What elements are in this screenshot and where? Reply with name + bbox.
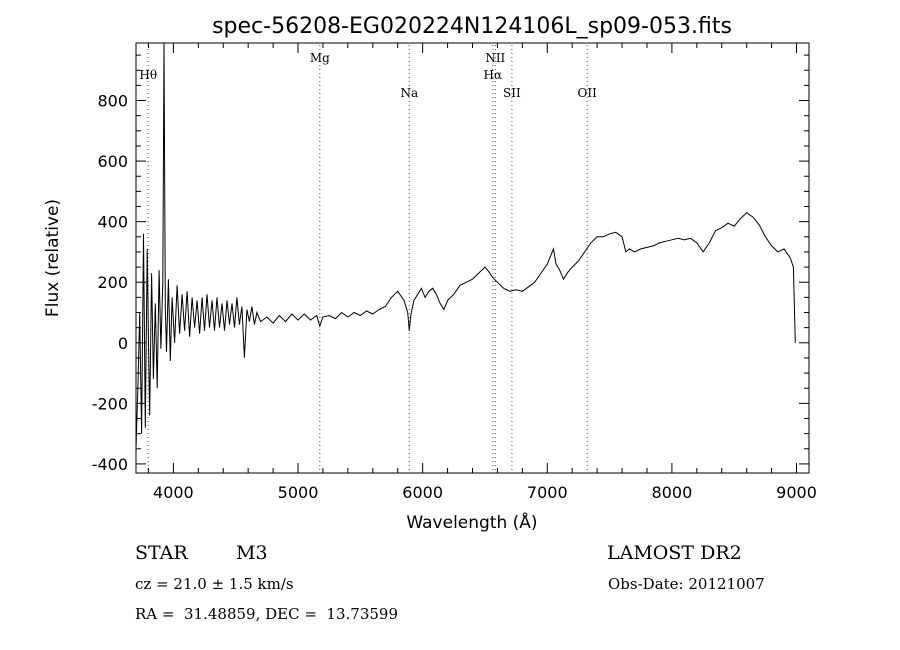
y-tick-label: 400 [97,213,128,232]
x-tick-label: 9000 [776,483,817,502]
x-tick-label: 4000 [153,483,194,502]
y-tick-label: 0 [118,334,128,353]
spectral-line-label: Mg [310,51,330,65]
y-tick-label: 600 [97,152,128,171]
x-tick-label: 8000 [652,483,693,502]
spectral-line-label: OII [577,86,597,100]
x-axis: 4000 5000 6000 7000 8000 9000 [147,43,817,502]
x-tick-label: 7000 [527,483,568,502]
spectral-line-label: NII [485,51,505,65]
spectral-line-label: SII [503,86,521,100]
object-type: STAR [135,542,188,564]
plot-frame [135,42,810,474]
spectral-line-label: Hα [484,68,503,82]
survey-name: LAMOST DR2 [607,542,742,564]
chart-title: spec-56208-EG020224N124106L_sp09-053.fit… [212,14,732,39]
y-tick-label: 200 [97,273,128,292]
x-tick-label: 5000 [278,483,319,502]
y-tick-label: 800 [97,92,128,111]
coordinates: RA = 31.48859, DEC = 13.73599 [135,605,399,623]
spectral-line-label: Hθ [139,68,157,82]
object-subclass: M3 [236,542,268,564]
y-tick-label: -200 [92,394,128,413]
y-axis-label: Flux (relative) [43,199,63,317]
observation-date: Obs-Date: 20121007 [608,575,765,593]
x-tick-label: 6000 [402,483,443,502]
y-tick-label: -400 [92,455,128,474]
spectrum-line [135,42,796,449]
redshift-cz: cz = 21.0 ± 1.5 km/s [135,575,294,593]
spectral-line-label: Na [400,86,418,100]
x-axis-label: Wavelength (Å) [406,511,537,533]
y-axis: -400 -200 0 200 400 600 800 [92,54,809,474]
